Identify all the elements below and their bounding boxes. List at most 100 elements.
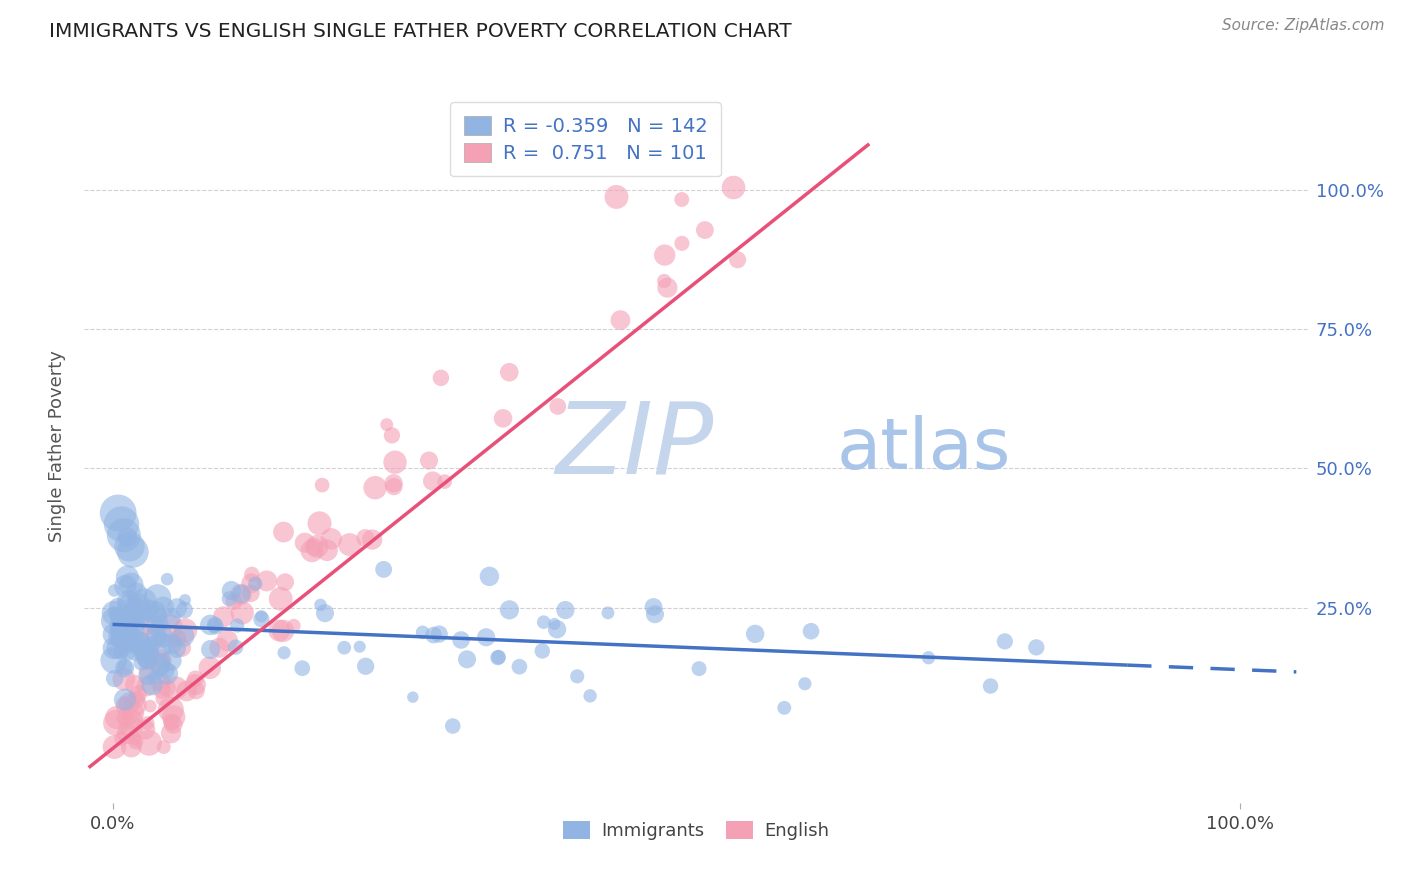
Point <box>488 650 510 665</box>
Point <box>239 586 262 600</box>
Point <box>231 587 253 601</box>
Point <box>149 609 172 624</box>
Point <box>160 653 183 667</box>
Point <box>309 598 332 612</box>
Point <box>136 606 159 620</box>
Text: IMMIGRANTS VS ENGLISH SINGLE FATHER POVERTY CORRELATION CHART: IMMIGRANTS VS ENGLISH SINGLE FATHER POVE… <box>49 22 792 41</box>
Point <box>486 650 509 665</box>
Point <box>111 617 134 632</box>
Point <box>143 606 166 620</box>
Point <box>114 711 136 725</box>
Text: Source: ZipAtlas.com: Source: ZipAtlas.com <box>1222 18 1385 33</box>
Point <box>115 597 138 611</box>
Point <box>132 594 155 608</box>
Point <box>723 180 745 194</box>
Point <box>381 428 404 442</box>
Point <box>567 669 589 683</box>
Point <box>152 630 174 644</box>
Point <box>149 616 172 631</box>
Point <box>156 572 179 586</box>
Point <box>110 731 132 746</box>
Point <box>145 629 167 643</box>
Point <box>117 616 139 631</box>
Point <box>105 620 128 634</box>
Point <box>450 632 472 647</box>
Point <box>291 661 314 675</box>
Point <box>103 653 125 667</box>
Point <box>422 474 444 488</box>
Point <box>162 717 184 731</box>
Point <box>120 616 142 631</box>
Point <box>128 637 150 651</box>
Point <box>308 516 330 531</box>
Point <box>166 641 188 656</box>
Point <box>301 544 323 558</box>
Point <box>173 603 195 617</box>
Point <box>221 583 243 598</box>
Point <box>117 594 139 608</box>
Point <box>112 672 135 686</box>
Point <box>103 583 125 598</box>
Point <box>156 666 179 681</box>
Point <box>121 545 143 559</box>
Point <box>204 619 226 633</box>
Point <box>124 735 146 749</box>
Point <box>143 618 166 632</box>
Point <box>138 736 160 750</box>
Point <box>218 591 240 606</box>
Point <box>121 607 143 622</box>
Point <box>498 603 520 617</box>
Point <box>107 640 129 655</box>
Point <box>240 576 263 591</box>
Point <box>114 692 136 706</box>
Point <box>124 698 146 712</box>
Point <box>120 578 142 592</box>
Point <box>200 642 222 657</box>
Point <box>117 626 139 640</box>
Point <box>103 641 125 656</box>
Point <box>222 594 245 608</box>
Point <box>124 677 146 691</box>
Point <box>744 627 766 641</box>
Point <box>108 612 131 626</box>
Point <box>129 656 152 670</box>
Point <box>994 634 1017 648</box>
Point <box>160 619 183 633</box>
Point <box>250 609 273 624</box>
Point <box>184 672 207 686</box>
Point <box>114 661 136 675</box>
Point <box>148 653 170 667</box>
Point <box>128 607 150 621</box>
Point <box>118 539 141 553</box>
Point <box>150 638 173 652</box>
Point <box>103 627 125 641</box>
Point <box>349 640 371 654</box>
Point <box>373 562 395 576</box>
Point <box>107 506 129 520</box>
Point <box>596 606 619 620</box>
Point <box>693 223 716 237</box>
Point <box>375 417 398 432</box>
Point <box>155 663 177 677</box>
Point <box>186 683 208 698</box>
Point <box>152 600 174 615</box>
Point <box>122 596 145 610</box>
Point <box>302 540 325 554</box>
Point <box>478 569 501 583</box>
Point <box>112 528 135 542</box>
Point <box>143 671 166 685</box>
Point <box>103 606 125 620</box>
Point <box>120 614 142 628</box>
Point <box>105 715 128 730</box>
Point <box>364 481 387 495</box>
Text: atlas: atlas <box>837 415 1011 484</box>
Point <box>160 702 183 716</box>
Point <box>579 689 602 703</box>
Point <box>654 248 676 262</box>
Point <box>152 654 174 668</box>
Point <box>176 684 198 698</box>
Point <box>217 633 239 648</box>
Point <box>129 634 152 648</box>
Point <box>110 631 132 645</box>
Point <box>643 599 665 614</box>
